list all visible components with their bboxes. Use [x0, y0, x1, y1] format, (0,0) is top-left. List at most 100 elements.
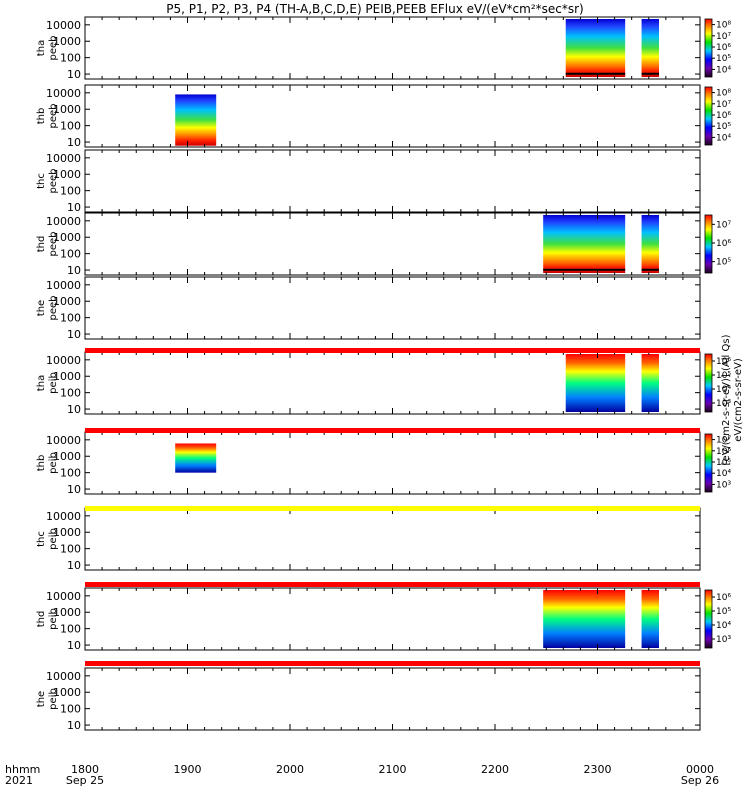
y-tick-label: 1000 — [53, 231, 81, 244]
y-tick-label: 10000 — [46, 354, 81, 367]
y-tick-label: 10 — [67, 136, 81, 149]
colorbar-unit-label-secondary: eV/(cm2-s-sr-eV) — [733, 358, 744, 442]
panel-label: thc — [36, 173, 47, 189]
y-tick-label: 100 — [60, 312, 81, 325]
chart-title: P5, P1, P2, P3, P4 (TH-A,B,C,D,E) PEIB,P… — [166, 2, 583, 16]
colorbar-scale — [704, 18, 713, 78]
y-tick-label: 10000 — [46, 279, 81, 292]
y-tick-label: 10 — [67, 264, 81, 277]
y-tick-label: 10 — [67, 719, 81, 732]
colorbar-scale — [704, 353, 713, 413]
status-bar-2 — [85, 506, 700, 511]
colorbar-scale — [704, 86, 713, 146]
panel-label: peeb — [48, 104, 59, 129]
y-tick-label: 100 — [60, 387, 81, 400]
y-tick-label: 1000 — [53, 606, 81, 619]
x-tick-label: 2100 — [379, 763, 407, 776]
panel-3: 10 100 1000 10000 thd peeb — [36, 212, 701, 277]
y-tick-label: 10000 — [46, 670, 81, 683]
panel-label: the — [36, 691, 47, 707]
x-tick-date-label: Sep 25 — [66, 774, 104, 787]
colorbar-tick-label: 10⁵ — [716, 607, 731, 617]
panel-5: 10 100 1000 10000 tha peib — [36, 351, 701, 416]
spectrogram-block — [565, 19, 626, 77]
colorbar-scale — [704, 589, 713, 649]
panel-label: peib — [48, 688, 59, 710]
y-tick-label: 10000 — [46, 87, 81, 100]
panel-label: thd — [36, 236, 47, 253]
y-tick-label: 10 — [67, 639, 81, 652]
colorbar-tick-label: 10⁷ — [716, 100, 731, 110]
spectrogram-block — [565, 354, 626, 412]
y-tick-label: 10 — [67, 483, 81, 496]
y-tick-label: 1000 — [53, 103, 81, 116]
x-tick-label: 2300 — [584, 763, 612, 776]
colorbar-unit-label: [eV/(cm2-s-sr-eV)] (All Qs) — [721, 334, 732, 465]
y-tick-label: 1000 — [53, 526, 81, 539]
y-tick-label: 10 — [67, 201, 81, 214]
spectrogram-block — [641, 590, 659, 648]
colorbars: 10⁴10⁵10⁶10⁷10⁸10⁴10⁵10⁶10⁷10⁸10⁵10⁶10⁷1… — [704, 18, 731, 649]
spectrogram-block — [543, 215, 626, 273]
panel-label: peeb — [48, 36, 59, 61]
colorbar-tick-label: 10⁸ — [716, 89, 731, 99]
colorbar-tick-label: 10⁷ — [716, 32, 731, 42]
spectrogram-block — [543, 590, 626, 648]
colorbar-tick-label: 10⁵ — [716, 258, 731, 268]
colorbar-5: 10³ 10⁴ 10⁵ 10⁶ — [704, 353, 731, 413]
spacecraft-potential-trace — [641, 268, 659, 271]
status-bar-3 — [85, 582, 700, 587]
spectrogram-block — [641, 19, 659, 77]
panel-label: thc — [36, 531, 47, 547]
y-tick-label: 100 — [60, 543, 81, 556]
y-tick-label: 10000 — [46, 510, 81, 523]
y-tick-label: 100 — [60, 467, 81, 480]
y-tick-label: 10000 — [46, 434, 81, 447]
panel-label: peeb — [48, 232, 59, 257]
panel-label: the — [36, 300, 47, 316]
colorbar-tick-label: 10⁶ — [716, 447, 731, 457]
panel-label: thb — [36, 108, 47, 125]
colorbar-3: 10⁵ 10⁶ 10⁷ — [704, 214, 731, 274]
colorbar-tick-label: 10⁶ — [716, 593, 731, 603]
panel-frame — [84, 507, 701, 571]
y-tick-label: 10000 — [46, 590, 81, 603]
y-tick-label: 10 — [67, 559, 81, 572]
colorbar-8: 10³ 10⁴ 10⁵ 10⁶ — [704, 589, 731, 649]
panel-label: peib — [48, 372, 59, 394]
panel-frame — [84, 667, 701, 731]
panel-label: tha — [36, 40, 47, 56]
colorbar-scale — [704, 433, 713, 493]
panel-7: 10 100 1000 10000 thc peib — [36, 507, 701, 572]
colorbar-tick-label: 10⁶ — [716, 239, 731, 249]
y-tick-label: 1000 — [53, 686, 81, 699]
y-tick-label: 1000 — [53, 370, 81, 383]
colorbar-tick-label: 10⁷ — [716, 436, 731, 446]
colorbar-tick-label: 10⁵ — [716, 122, 731, 132]
status-bar-1 — [85, 428, 700, 433]
panel-0: 10 100 1000 10000 tha peeb — [36, 16, 701, 81]
colorbar-tick-label: 10⁴ — [716, 65, 731, 75]
x-tick-date-label: Sep 26 — [681, 774, 719, 787]
panel-label: peeb — [48, 296, 59, 321]
panel-1: 10 100 1000 10000 thb peeb — [36, 84, 701, 149]
colorbar-tick-label: 10⁴ — [716, 385, 731, 395]
colorbar-tick-label: 10³ — [716, 480, 731, 490]
colorbar-tick-label: 10³ — [716, 635, 731, 645]
x-tick-label: 2200 — [481, 763, 509, 776]
colorbar-tick-label: 10⁶ — [716, 111, 731, 121]
x-tick-label: 1800 — [71, 763, 99, 776]
y-tick-label: 1000 — [53, 35, 81, 48]
spectrogram-block — [641, 215, 659, 273]
panel-label: peib — [48, 608, 59, 630]
panel-frame — [84, 149, 701, 213]
panel-label: thb — [36, 455, 47, 472]
x-axis-row-label: hhmm — [5, 763, 40, 776]
panel-label: tha — [36, 375, 47, 391]
colorbar-tick-label: 10⁶ — [716, 357, 731, 367]
panel-label: thd — [36, 611, 47, 628]
